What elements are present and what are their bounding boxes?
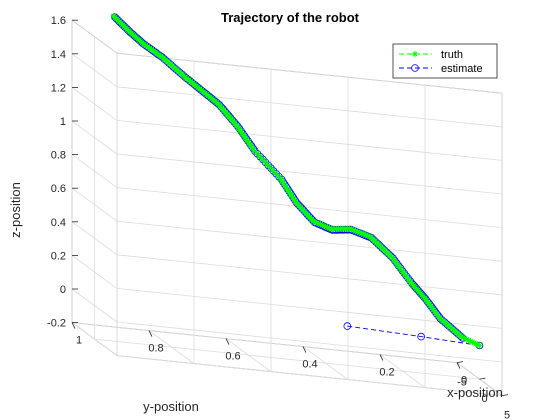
x-tick-label-0: -5 (457, 377, 467, 389)
y-tick-3 (302, 346, 307, 353)
z-tick-label-4: 0.6 (51, 183, 66, 195)
point-estimate-offset-0 (343, 322, 352, 330)
legend-asterisk-truth (411, 50, 419, 58)
x-axis-label: x-position (447, 385, 503, 400)
series-layer (110, 12, 484, 350)
x-grid-floor-1 (94, 338, 480, 380)
y-tick-label-4: 0.2 (379, 367, 394, 379)
y-tick-1 (148, 330, 153, 337)
y-tick-4 (379, 354, 384, 361)
z-axis-label: z-position (8, 182, 23, 238)
y-axis-label: y-position (143, 399, 199, 414)
z-tick-label-1: 0 (60, 284, 66, 296)
legend-marker-truth (411, 50, 419, 58)
legend-entry-estimate: estimate (399, 63, 483, 75)
x-tick-2 (501, 394, 509, 396)
y-tick-label-5: 0 (461, 375, 467, 387)
x-grid-floor-0 (71, 322, 458, 363)
point-estimate-offset-1 (417, 332, 425, 341)
z-grid-back-1 (116, 321, 503, 363)
y-tick-5 (456, 362, 461, 369)
z-tick-label-3: 0.4 (51, 217, 66, 229)
z-grid-back-6 (116, 153, 503, 195)
x-tick-label-2: 5 (504, 410, 510, 420)
z-tick-label-7: 1.2 (51, 82, 66, 94)
z-grid-back-5 (116, 187, 503, 228)
legend-marker-estimate (411, 64, 419, 72)
legend-circle-estimate (411, 64, 419, 72)
x-tick-0 (456, 361, 464, 363)
y-tick-label-0: 1 (76, 335, 82, 347)
legend-box (392, 43, 498, 79)
z-tick-label-9: 1.6 (51, 15, 66, 27)
y-tick-label-2: 0.6 (225, 351, 240, 363)
z-grid-back-4 (116, 220, 503, 262)
series-estimate-offset-line (347, 325, 480, 346)
legend-entry-truth: truth (399, 49, 463, 61)
point-truth-200 (110, 12, 117, 20)
x-tick-label-1: 0 (481, 393, 487, 405)
x-tick-1 (479, 377, 486, 380)
point-truth-112 (271, 169, 279, 177)
z-tick-label-2: 0.2 (51, 250, 66, 262)
x-grid-floor-2 (116, 355, 503, 396)
z-grid-back-8 (116, 86, 503, 128)
grid-lines (71, 19, 503, 396)
y-tick-2 (225, 338, 230, 345)
legend-label-estimate: estimate (441, 63, 483, 75)
chart-title: Trajectory of the robot (221, 10, 360, 25)
z-tick-label-5: 0.8 (51, 150, 66, 162)
y-tick-label-1: 0.8 (148, 343, 163, 355)
point-truth-115 (263, 161, 271, 168)
z-grid-back-7 (116, 120, 503, 161)
tick-labels: 10.80.60.40.20-505-0.200.20.40.60.811.21… (47, 15, 510, 420)
z-grid-back-3 (116, 254, 503, 296)
series-truth (110, 12, 483, 349)
z-grid-back-9 (116, 52, 503, 94)
legend-label-truth: truth (441, 49, 463, 61)
z-tick-label-8: 1.4 (51, 49, 66, 61)
legend: truth estimate (392, 43, 498, 79)
z-tick-label-0: -0.2 (47, 318, 66, 330)
y-tick-0 (71, 322, 76, 329)
z-grid-back-2 (116, 288, 503, 329)
z-tick-label-6: 1 (60, 116, 66, 128)
y-tick-label-3: 0.4 (302, 359, 317, 371)
